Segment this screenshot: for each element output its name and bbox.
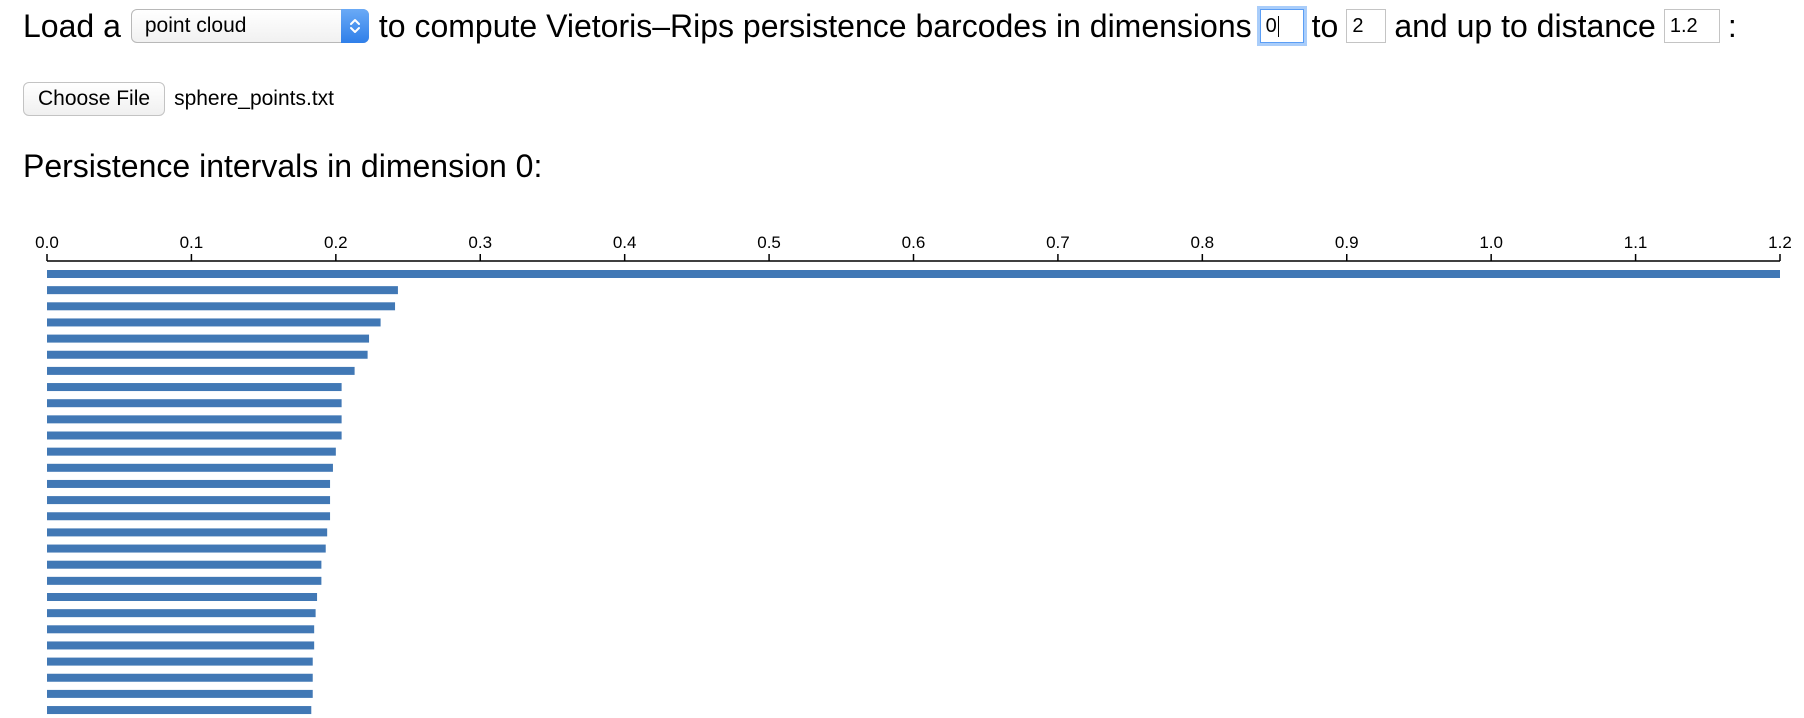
persistence-interval-bar	[47, 609, 316, 618]
x-axis: 0.0 0.1 0.2 0.3 0.4 0.5 0.6 0.7 0.8 0.9 1.0 1.1 1.2	[35, 233, 1792, 262]
x-tick-label: 1.1	[1624, 233, 1648, 252]
text-caret	[1277, 15, 1279, 37]
distance-label: and up to distance	[1394, 7, 1656, 44]
persistence-interval-bar	[47, 350, 368, 359]
persistence-interval-bar	[47, 544, 326, 553]
max-distance-input[interactable]: 1.2	[1663, 9, 1720, 43]
x-tick-label: 0.4	[613, 233, 637, 252]
x-tick-label: 0.0	[35, 233, 59, 252]
persistence-interval-bar	[47, 399, 342, 408]
x-tick-label: 0.3	[468, 233, 492, 252]
description-text: to compute Vietoris–Rips persistence bar…	[378, 7, 1252, 44]
persistence-interval-bar	[47, 431, 342, 440]
persistence-interval-bar	[47, 689, 313, 698]
persistence-interval-bar	[47, 706, 312, 715]
persistence-interval-bar	[47, 528, 328, 537]
persistence-interval-bar	[47, 560, 322, 569]
persistence-interval-bar	[47, 657, 313, 666]
x-tick-label: 1.2	[1768, 233, 1792, 252]
persistence-barcode-chart: 0.0 0.1 0.2 0.3 0.4 0.5 0.6 0.7 0.8 0.9 1.0 1.1 1.2	[35, 233, 1792, 715]
persistence-interval-bar	[47, 318, 381, 327]
barcode-section-title: Persistence intervals in dimension 0:	[23, 148, 543, 184]
persistence-interval-bar	[47, 383, 342, 392]
persistence-interval-bar	[47, 415, 342, 424]
persistence-interval-bar	[47, 641, 315, 650]
persistence-interval-bar	[47, 270, 1780, 278]
persistence-interval-bar	[47, 496, 331, 505]
choose-file-button[interactable]: Choose File	[23, 82, 166, 116]
persistence-interval-bar	[47, 302, 396, 311]
x-tick-label: 0.6	[902, 233, 926, 252]
x-tick-label: 0.8	[1191, 233, 1215, 252]
persistence-interval-bar	[47, 366, 355, 375]
persistence-interval-bar	[47, 593, 318, 601]
persistence-interval-bar	[47, 512, 331, 521]
x-tick-label: 0.7	[1046, 233, 1070, 252]
persistence-interval-bar	[47, 625, 315, 634]
persistence-interval-bar	[47, 479, 331, 488]
max-dimension-value: 2	[1352, 14, 1364, 37]
select-arrows-icon[interactable]	[340, 9, 369, 43]
file-chooser: Choose File sphere_points.txt	[23, 82, 334, 116]
persistence-interval-bar	[47, 447, 336, 456]
x-tick-label: 0.1	[180, 233, 204, 252]
max-distance-value: 1.2	[1669, 14, 1698, 37]
persistence-interval-bar	[47, 673, 313, 682]
max-dimension-input[interactable]: 2	[1346, 9, 1387, 43]
input-type-value: point cloud	[144, 14, 247, 37]
input-type-select[interactable]: point cloud	[130, 9, 369, 43]
persistence-interval-bar	[47, 463, 333, 472]
min-dimension-value: 0	[1265, 14, 1277, 37]
settings-sentence: Load a point cloud to compute Vietoris–R…	[23, 4, 1737, 48]
persistence-interval-bar	[47, 576, 322, 585]
min-dimension-input[interactable]: 0	[1259, 9, 1304, 43]
x-tick-label: 0.5	[757, 233, 781, 252]
x-tick-label: 0.9	[1335, 233, 1359, 252]
barcode-bars	[47, 270, 1780, 715]
x-tick-label: 0.2	[324, 233, 348, 252]
load-label: Load a	[23, 7, 121, 44]
persistence-interval-bar	[47, 334, 370, 343]
x-tick-label: 1.0	[1479, 233, 1503, 252]
to-label: to	[1311, 7, 1339, 44]
persistence-interval-bar	[47, 286, 398, 295]
colon-label: :	[1727, 7, 1737, 44]
selected-filename: sphere_points.txt	[174, 87, 334, 110]
